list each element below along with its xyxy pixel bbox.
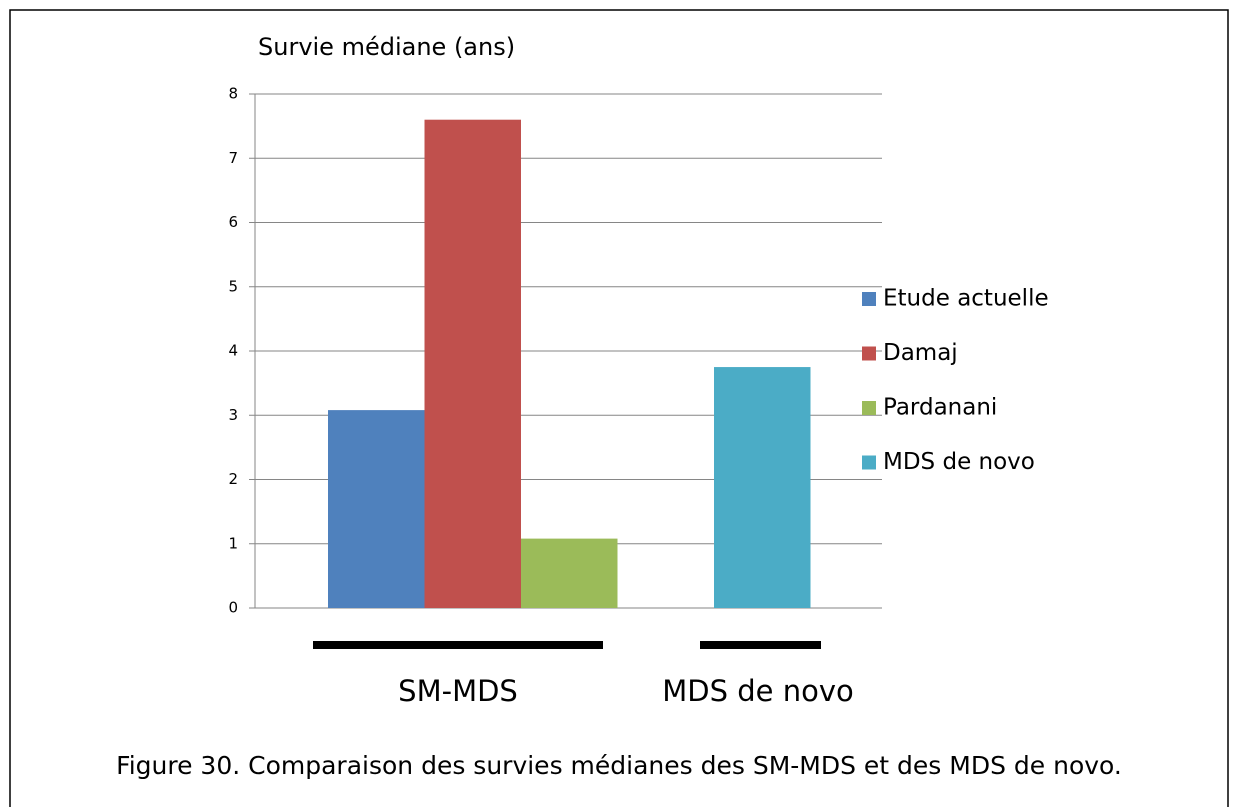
x-category-label: MDS de novo	[662, 674, 853, 708]
legend-label: MDS de novo	[883, 449, 1035, 475]
y-tick-label: 3	[228, 406, 238, 424]
x-category-label: SM-MDS	[398, 674, 518, 708]
y-tick-label: 5	[228, 277, 238, 295]
y-tick-label: 8	[228, 85, 238, 103]
legend-swatch	[862, 455, 876, 470]
chart-title: Survie médiane (ans)	[258, 33, 515, 61]
bar	[328, 410, 425, 608]
legend-label: Damaj	[883, 340, 958, 366]
y-tick-label: 6	[228, 213, 238, 231]
y-tick-label: 4	[228, 342, 238, 360]
legend-label: Pardanani	[883, 395, 997, 421]
legend-swatch	[862, 292, 876, 306]
bar	[521, 538, 618, 608]
bar	[424, 119, 521, 608]
legend-swatch	[862, 346, 876, 361]
legend-swatch	[862, 401, 876, 415]
y-tick-label: 2	[228, 470, 238, 488]
caption: Figure 30. Comparaison des survies média…	[116, 751, 1122, 780]
y-tick-label: 1	[228, 534, 238, 552]
legend-label: Etude actuelle	[883, 286, 1049, 312]
group-bracket	[313, 641, 603, 649]
y-tick-label: 0	[228, 599, 238, 617]
bar	[714, 367, 811, 608]
y-tick-label: 7	[228, 149, 238, 167]
frame	[9, 9, 1229, 811]
group-bracket	[700, 641, 821, 649]
